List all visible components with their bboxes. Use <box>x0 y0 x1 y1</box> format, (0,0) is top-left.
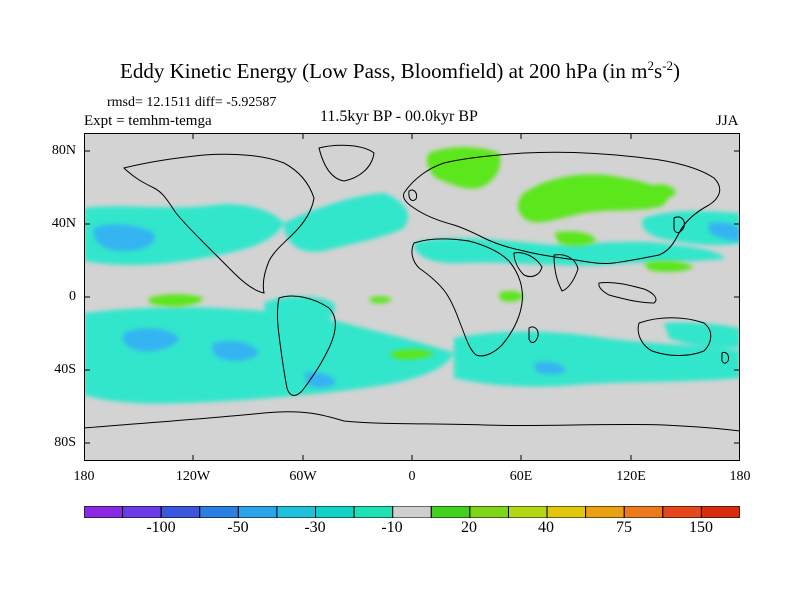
colorbar-label: -10 <box>381 519 403 536</box>
colorbar-swatch <box>585 506 625 518</box>
colorbar-swatch <box>84 506 124 518</box>
plot-title: Eddy Kinetic Energy (Low Pass, Bloomfiel… <box>120 58 680 83</box>
colorbar-swatch <box>700 506 740 518</box>
lat-label-40s: 40S <box>54 362 76 377</box>
colorbar-swatch <box>469 506 509 518</box>
colorbar-swatch <box>507 506 548 518</box>
colorbar-swatch <box>662 506 702 518</box>
colorbar-swatch <box>276 506 317 518</box>
season-label: JJA <box>716 113 739 129</box>
axis-ticks <box>84 133 740 461</box>
experiment-label: Expt = temhm-temga <box>84 113 212 129</box>
lat-label-80n: 80N <box>51 143 76 158</box>
period-label: 11.5kyr BP - 00.0kyr BP <box>320 108 478 125</box>
colorbar-swatch <box>623 506 664 518</box>
colorbar-swatch <box>122 506 162 518</box>
colorbar-swatch <box>315 506 355 518</box>
lon-label-60e: 60E <box>509 469 533 484</box>
colorbar-label: -100 <box>146 519 176 536</box>
colorbar-swatch <box>392 506 432 518</box>
lon-label-120w: 120W <box>175 469 211 484</box>
lat-label-80s: 80S <box>54 435 76 450</box>
colorbar-label: 40 <box>538 519 554 536</box>
cyan-fill-regions <box>84 193 740 404</box>
lat-label-40n: 40N <box>51 216 76 231</box>
colorbar-label: -50 <box>227 519 249 536</box>
map-panel <box>84 133 740 461</box>
lon-label-0: 0 <box>408 469 416 484</box>
lon-label-60w: 60W <box>289 469 317 484</box>
stats-text: rmsd= 12.1511 diff= -5.92587 <box>107 95 277 110</box>
colorbar-label: 20 <box>461 519 477 536</box>
lon-label-180e: 180 <box>729 469 751 484</box>
green-fill-regions <box>148 147 694 360</box>
colorbar-swatch <box>353 506 394 518</box>
lat-label-0: 0 <box>69 289 76 304</box>
colorbar <box>84 506 740 518</box>
colorbar-swatch <box>237 506 278 518</box>
colorbar-swatch <box>160 506 201 518</box>
lon-label-120e: 120E <box>616 469 646 484</box>
coastlines <box>84 144 740 432</box>
colorbar-label: 150 <box>689 519 713 536</box>
blue-fill-regions <box>93 222 740 388</box>
lon-label-180w: 180 <box>73 469 95 484</box>
colorbar-swatch <box>199 506 239 518</box>
colorbar-label: 75 <box>616 519 632 536</box>
colorbar-swatch <box>430 506 471 518</box>
colorbar-label: -30 <box>304 519 326 536</box>
colorbar-swatch <box>546 506 587 518</box>
